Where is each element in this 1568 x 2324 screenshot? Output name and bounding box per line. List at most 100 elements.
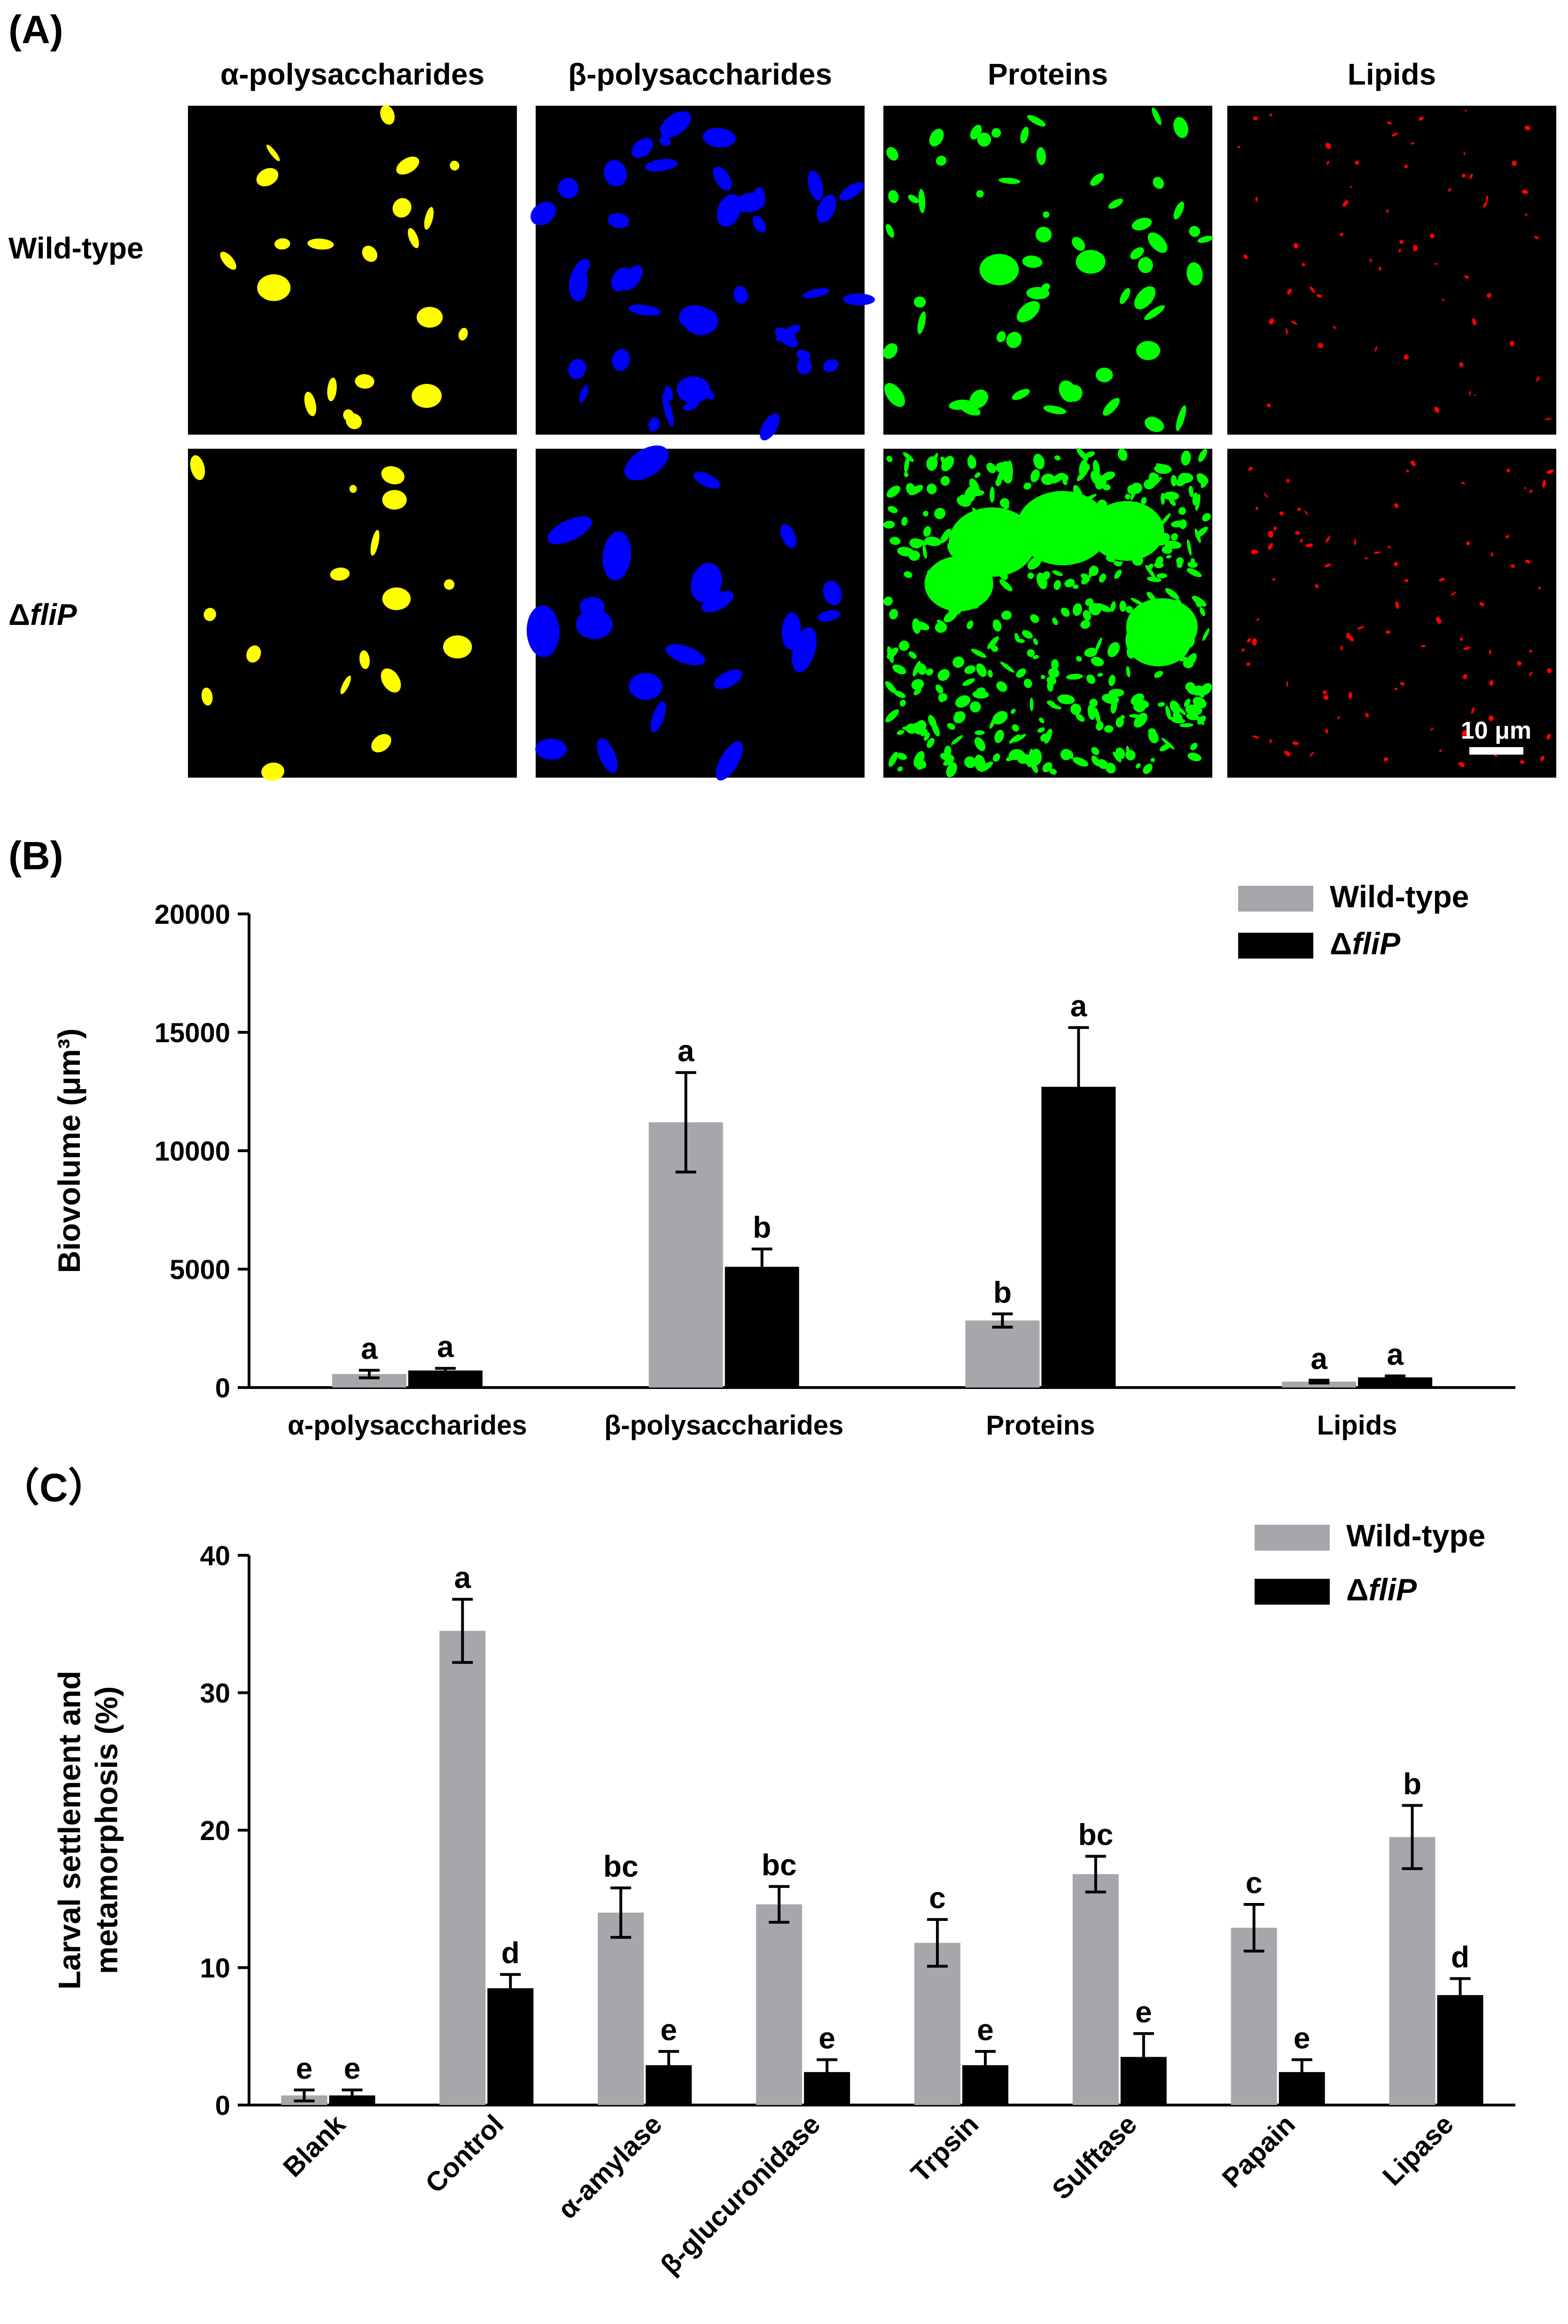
bar-wild-type-papain xyxy=(1231,1927,1277,2105)
signal-spot xyxy=(1179,519,1187,530)
signal-spot xyxy=(967,620,974,629)
signal-spot xyxy=(899,699,906,707)
signal-spot xyxy=(1165,588,1179,600)
signal-spot xyxy=(1155,556,1163,566)
signal-spot xyxy=(1187,752,1201,762)
signal-spot xyxy=(1027,572,1034,579)
signal-spot xyxy=(359,650,370,669)
signal-spot xyxy=(330,567,350,581)
signal-spot xyxy=(1315,584,1319,588)
signal-spot xyxy=(938,694,945,702)
signal-spot xyxy=(659,136,671,146)
signal-spot xyxy=(909,538,923,548)
signal-spot xyxy=(1160,492,1165,505)
signal-spot xyxy=(989,716,997,729)
signal-spot xyxy=(733,286,748,304)
signal-spot xyxy=(1243,254,1248,259)
signal-spot xyxy=(1127,485,1136,495)
signal-spot xyxy=(1378,266,1381,271)
signal-spot xyxy=(776,325,801,342)
significance-letter: a xyxy=(454,1561,471,1595)
signal-spot xyxy=(1199,607,1206,616)
signal-spot xyxy=(967,455,976,469)
bar-flip-polysaccharides xyxy=(725,1266,799,1388)
signal-spot xyxy=(1044,728,1053,744)
signal-spot xyxy=(1008,749,1023,760)
signal-spot xyxy=(1325,536,1330,543)
signal-spot xyxy=(624,445,669,481)
signal-spot xyxy=(1157,702,1165,707)
signal-spot xyxy=(951,735,963,745)
y-axis-label-line: metamorphosis (%) xyxy=(89,1686,124,1974)
signal-spot xyxy=(924,537,942,546)
legend-label-wild-type: Wild-type xyxy=(1346,1518,1485,1553)
signal-spot xyxy=(1012,389,1030,400)
signal-spot xyxy=(1110,699,1117,714)
bar-wild-type-control xyxy=(439,1630,486,2105)
legend-label-prefix: Δ xyxy=(1346,1572,1368,1607)
signal-spot xyxy=(1138,257,1153,273)
signal-spot xyxy=(1471,707,1474,714)
signal-spot xyxy=(1189,226,1201,237)
signal-spot xyxy=(274,238,290,250)
signal-spot xyxy=(992,753,1000,762)
signal-spot xyxy=(1148,728,1156,735)
signal-spot xyxy=(935,622,947,633)
signal-spot xyxy=(1119,288,1131,304)
signal-spot xyxy=(953,711,966,724)
signal-spot xyxy=(940,476,950,486)
signal-spot xyxy=(914,621,929,631)
signal-spot xyxy=(1089,698,1098,708)
signal-spot xyxy=(1080,620,1091,629)
micrograph-polysaccharides-row-1 xyxy=(188,449,517,781)
panel-b: (B) 0 5000 10000 15000 20000 Biovolume (μm³) a… xyxy=(8,834,1515,1441)
signal-spot xyxy=(991,645,999,652)
signal-spot xyxy=(1357,626,1365,630)
category-label-lipids: Lipids xyxy=(1317,1410,1397,1441)
signal-spot xyxy=(1340,233,1344,236)
signal-spot xyxy=(1170,700,1181,715)
signal-spot xyxy=(1143,764,1153,774)
signal-spot xyxy=(969,701,981,713)
bar-wild-type-proteins xyxy=(965,1320,1040,1388)
signal-spot xyxy=(911,679,924,690)
signal-cluster xyxy=(684,307,718,335)
signal-spot xyxy=(407,228,419,249)
signal-spot xyxy=(1237,146,1240,148)
signal-spot xyxy=(190,455,205,480)
signal-spot xyxy=(220,251,236,270)
signal-spot xyxy=(1137,700,1149,709)
signal-spot xyxy=(1052,617,1058,625)
signal-spot xyxy=(1170,533,1178,541)
signal-spot xyxy=(396,156,420,175)
signal-spot xyxy=(1434,406,1440,413)
signal-spot xyxy=(1097,673,1103,677)
signal-spot xyxy=(1027,649,1035,657)
signal-spot xyxy=(898,640,910,651)
signal-spot xyxy=(1466,541,1470,546)
signal-spot xyxy=(1459,362,1464,367)
signal-spot xyxy=(1116,717,1124,728)
column-label-proteins: Proteins xyxy=(988,57,1108,91)
signal-spot xyxy=(962,678,975,686)
signal-spot xyxy=(1029,758,1038,773)
signal-spot xyxy=(693,472,720,489)
signal-spot xyxy=(1323,694,1329,700)
micrograph-lipids-row-1 xyxy=(1227,449,1556,778)
signal-spot xyxy=(1053,580,1061,590)
signal-spot xyxy=(1459,637,1463,641)
signal-spot xyxy=(947,723,956,730)
signal-spot xyxy=(1126,746,1130,757)
signal-spot xyxy=(1076,713,1085,722)
column-label-polysaccharides: β-polysaccharides xyxy=(568,57,832,91)
signal-spot xyxy=(1391,133,1398,137)
signal-spot xyxy=(327,377,337,402)
signal-spot xyxy=(1108,198,1123,209)
signal-spot xyxy=(604,160,627,187)
signal-spot xyxy=(1107,642,1120,657)
signal-spot xyxy=(1145,565,1155,578)
significance-letter: e xyxy=(344,2051,361,2085)
signal-spot xyxy=(1008,460,1013,476)
signal-spot xyxy=(628,304,661,316)
y-tick-label: 30 xyxy=(200,1678,230,1708)
